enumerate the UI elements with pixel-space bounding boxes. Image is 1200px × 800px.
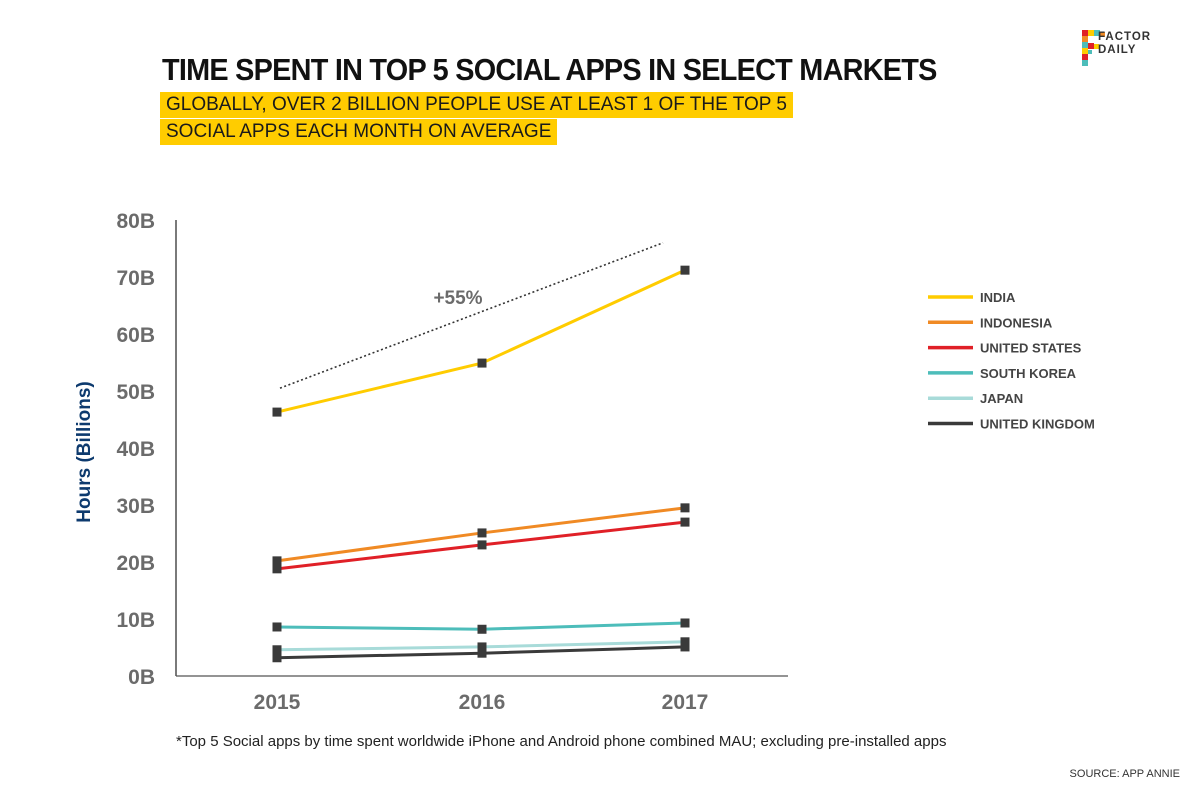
data-point-indonesia: [272, 556, 282, 566]
y-tick-label: 80B: [116, 210, 155, 233]
data-point-united-states: [272, 564, 282, 574]
x-tick-label: 2015: [254, 691, 301, 714]
y-axis-ticks: 0B 10B 20B 30B 40B 50B 60B 70B 80B: [116, 210, 155, 689]
y-tick-label: 0B: [128, 666, 155, 689]
factor-daily-logo-icon: [1082, 30, 1105, 66]
logo-f-mark: [1082, 30, 1105, 66]
y-tick-label: 50B: [116, 381, 155, 404]
legend-label-japan: JAPAN: [980, 391, 1023, 406]
data-point-india: [477, 358, 487, 368]
data-point-united-kingdom: [272, 653, 282, 663]
x-tick-label: 2017: [662, 691, 709, 714]
subtitle-line-1: GLOBALLY, OVER 2 BILLION PEOPLE USE AT L…: [160, 92, 793, 118]
y-tick-label: 60B: [116, 324, 155, 347]
data-point-indonesia: [477, 528, 487, 538]
legend-label-united-states: UNITED STATES: [980, 341, 1082, 356]
legend-label-south-korea: SOUTH KOREA: [980, 366, 1077, 381]
y-tick-label: 20B: [116, 552, 155, 575]
growth-annotation-label: +55%: [433, 288, 482, 309]
logo-line-1: FACTOR: [1098, 31, 1152, 43]
data-point-united-states: [477, 540, 487, 550]
data-point-india: [680, 265, 690, 275]
data-point-united-states: [680, 517, 690, 527]
data-point-japan: [477, 642, 487, 652]
logo-text: FACTOR DAILY: [1098, 31, 1151, 57]
annotations: +55%: [279, 242, 664, 389]
data-point-indonesia: [680, 503, 690, 513]
source-credit: SOURCE: APP ANNIE: [1069, 768, 1180, 780]
footnote: *Top 5 Social apps by time spent worldwi…: [176, 733, 947, 750]
data-point-india: [272, 407, 282, 417]
series-lines: [276, 268, 686, 660]
data-point-united-kingdom: [680, 642, 690, 652]
data-point-japan: [272, 645, 282, 655]
growth-trend-line: [279, 242, 664, 389]
y-tick-label: 70B: [116, 267, 155, 290]
data-point-south-korea: [272, 622, 282, 632]
data-point-south-korea: [680, 618, 690, 628]
legend: INDIA INDONESIA UNITED STATES SOUTH KOREA JA…: [928, 290, 1095, 432]
data-point-south-korea: [477, 624, 487, 634]
series-markers: [272, 265, 690, 663]
y-tick-label: 10B: [116, 609, 155, 632]
legend-label-united-kingdom: UNITED KINGDOM: [980, 417, 1095, 432]
legend-label-indonesia: INDONESIA: [980, 315, 1053, 330]
logo-line-2: DAILY: [1098, 44, 1137, 56]
x-axis-ticks: 2015 2016 2017: [254, 691, 709, 714]
y-axis-label: Hours (Billions): [74, 381, 95, 522]
legend-label-india: INDIA: [980, 290, 1016, 305]
y-tick-label: 30B: [116, 495, 155, 518]
data-point-united-kingdom: [477, 648, 487, 658]
x-tick-label: 2016: [459, 691, 506, 714]
y-tick-label: 40B: [116, 438, 155, 461]
data-point-japan: [680, 637, 690, 647]
subtitle-line-2: SOCIAL APPS EACH MONTH ON AVERAGE: [160, 119, 558, 145]
chart-title: TIME SPENT IN TOP 5 SOCIAL APPS IN SELEC…: [162, 52, 937, 87]
